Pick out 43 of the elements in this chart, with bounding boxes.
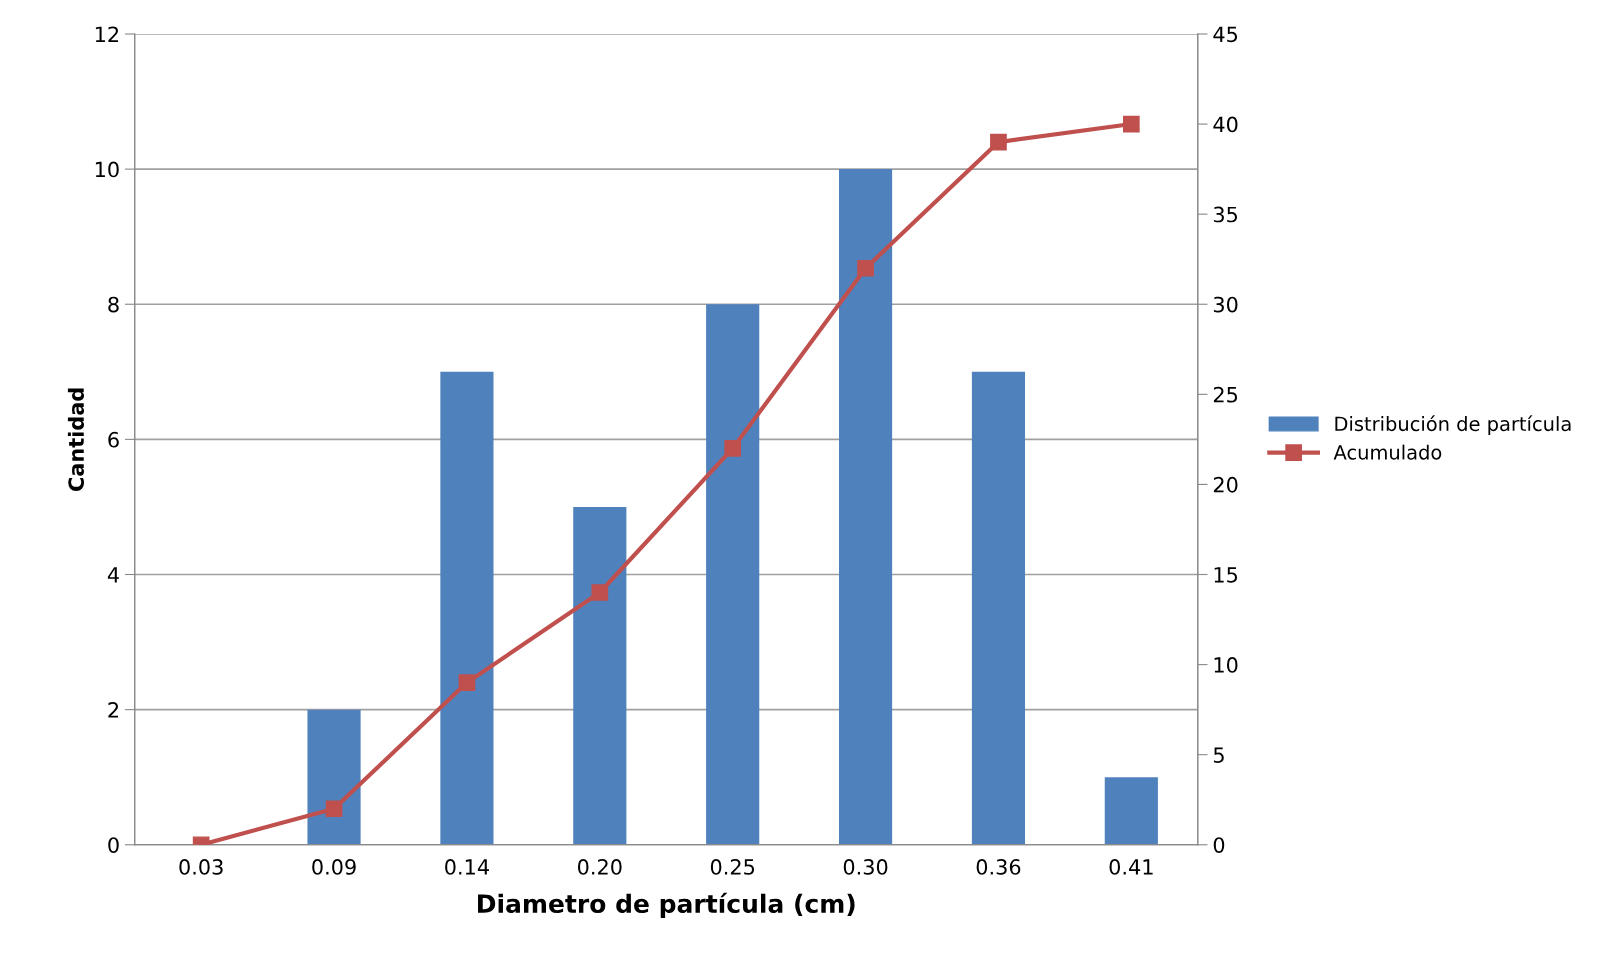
bar — [971, 371, 1026, 845]
bar — [838, 169, 893, 845]
point — [1122, 115, 1140, 133]
y-tick-label: 8 — [108, 296, 119, 313]
x-axis-title: Diametro de partícula (cm) — [478, 892, 855, 918]
x-tick-label: 0.09 — [312, 859, 356, 875]
y-tick-label: 12 — [95, 26, 119, 42]
point — [458, 674, 476, 691]
bar — [1104, 777, 1158, 845]
x-tick-label: 0.41 — [1109, 859, 1153, 875]
y2-tick-label: 35 — [1213, 206, 1238, 223]
point — [724, 440, 742, 457]
y2-tick-label: 5 — [1213, 747, 1224, 763]
point — [857, 259, 874, 277]
bar — [706, 304, 760, 845]
point — [990, 133, 1007, 151]
y2-tick-label: 0 — [1213, 837, 1225, 853]
bar — [573, 506, 627, 845]
y2-tick-label: 45 — [1213, 26, 1238, 43]
y2-tick-label: 40 — [1213, 116, 1238, 133]
point — [591, 584, 609, 601]
y-tick-label: 4 — [107, 567, 119, 583]
y2-tick-label: 15 — [1214, 567, 1238, 583]
y-axis-title: Cantidad — [67, 388, 85, 491]
legend-label: Acumulado — [1333, 444, 1442, 460]
y2-tick-label: 25 — [1213, 386, 1238, 403]
y-tick-label: 10 — [95, 161, 119, 178]
y2-tick-label: 20 — [1213, 476, 1238, 493]
y-tick-label: 6 — [108, 431, 119, 448]
x-tick-label: 0.14 — [445, 859, 489, 875]
x-tick-label: 0.30 — [843, 859, 888, 875]
y2-tick-label: 10 — [1214, 657, 1238, 673]
x-tick-label: 0.25 — [710, 859, 755, 875]
point — [325, 800, 343, 818]
y-tick-label: 2 — [108, 702, 119, 718]
y2-tick-label: 30 — [1213, 296, 1238, 313]
y-tick-label: 0 — [108, 837, 119, 853]
bar — [307, 709, 361, 845]
x-tick-label: 0.36 — [976, 859, 1021, 875]
x-tick-label: 0.20 — [577, 859, 622, 875]
legend-label: Distribución de partícula — [1335, 415, 1571, 435]
bar — [440, 371, 494, 845]
x-tick-label: 0.03 — [179, 859, 223, 875]
